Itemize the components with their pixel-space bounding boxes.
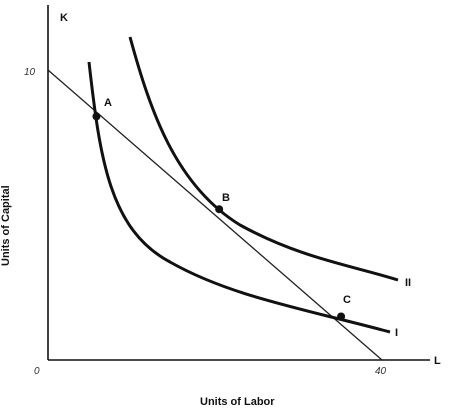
curve-label-II: II <box>405 277 411 289</box>
point-label-B: B <box>222 192 230 204</box>
curve-label-I: I <box>395 327 398 339</box>
y-axis-title: Units of Capital <box>0 185 12 266</box>
origin-label: 0 <box>34 366 40 377</box>
x-tick-40: 40 <box>375 366 387 377</box>
point-label-A: A <box>104 97 112 109</box>
isoquant-II <box>128 36 399 282</box>
point-A <box>92 112 101 121</box>
x-axis-title: Units of Labor <box>200 396 275 408</box>
point-C <box>337 312 346 321</box>
y-tick-10: 10 <box>24 67 36 78</box>
isoquant-I <box>87 61 391 334</box>
y-axis-label: K <box>60 12 68 24</box>
x-axis-label: L <box>434 355 441 367</box>
isocost-line <box>47 69 383 361</box>
point-label-C: C <box>343 294 351 306</box>
point-B <box>215 205 224 214</box>
